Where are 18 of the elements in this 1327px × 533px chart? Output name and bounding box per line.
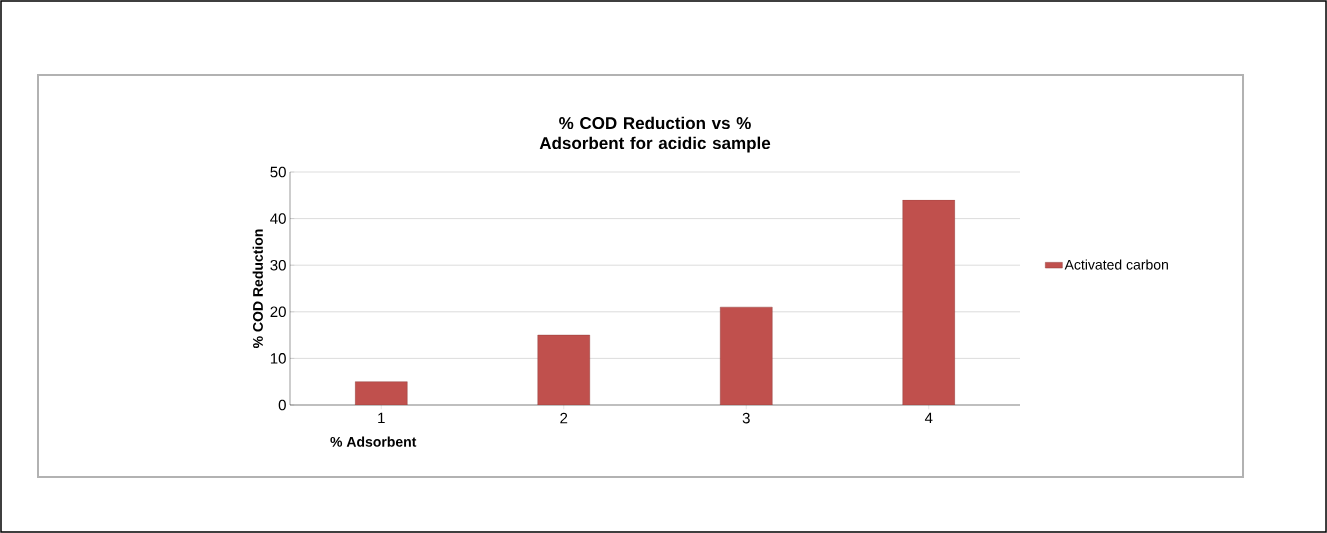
y-tick-label: 10 — [270, 353, 286, 364]
y-tick-label: 30 — [270, 259, 286, 271]
y-tick-label: 50 — [270, 166, 286, 178]
x-axis-title: % Adsorbent — [330, 436, 417, 447]
y-axis-title: % COD Reduction — [252, 229, 263, 349]
x-tick-label: 1 — [378, 412, 385, 424]
x-tick-label: 3 — [742, 412, 750, 424]
x-tick-label: 2 — [560, 412, 568, 424]
bar — [902, 199, 955, 405]
y-tick-label: 0 — [278, 399, 286, 411]
y-tick-label: 40 — [270, 213, 286, 224]
y-tick-label: 20 — [270, 306, 286, 318]
legend-label: Activated carbon — [1064, 259, 1168, 270]
bar — [355, 381, 408, 405]
chart-title: % COD Reduction vs % Adsorbent for acidic sample — [539, 116, 771, 153]
bar — [720, 306, 773, 405]
bar — [537, 334, 590, 405]
x-tick-label: 4 — [924, 412, 933, 424]
